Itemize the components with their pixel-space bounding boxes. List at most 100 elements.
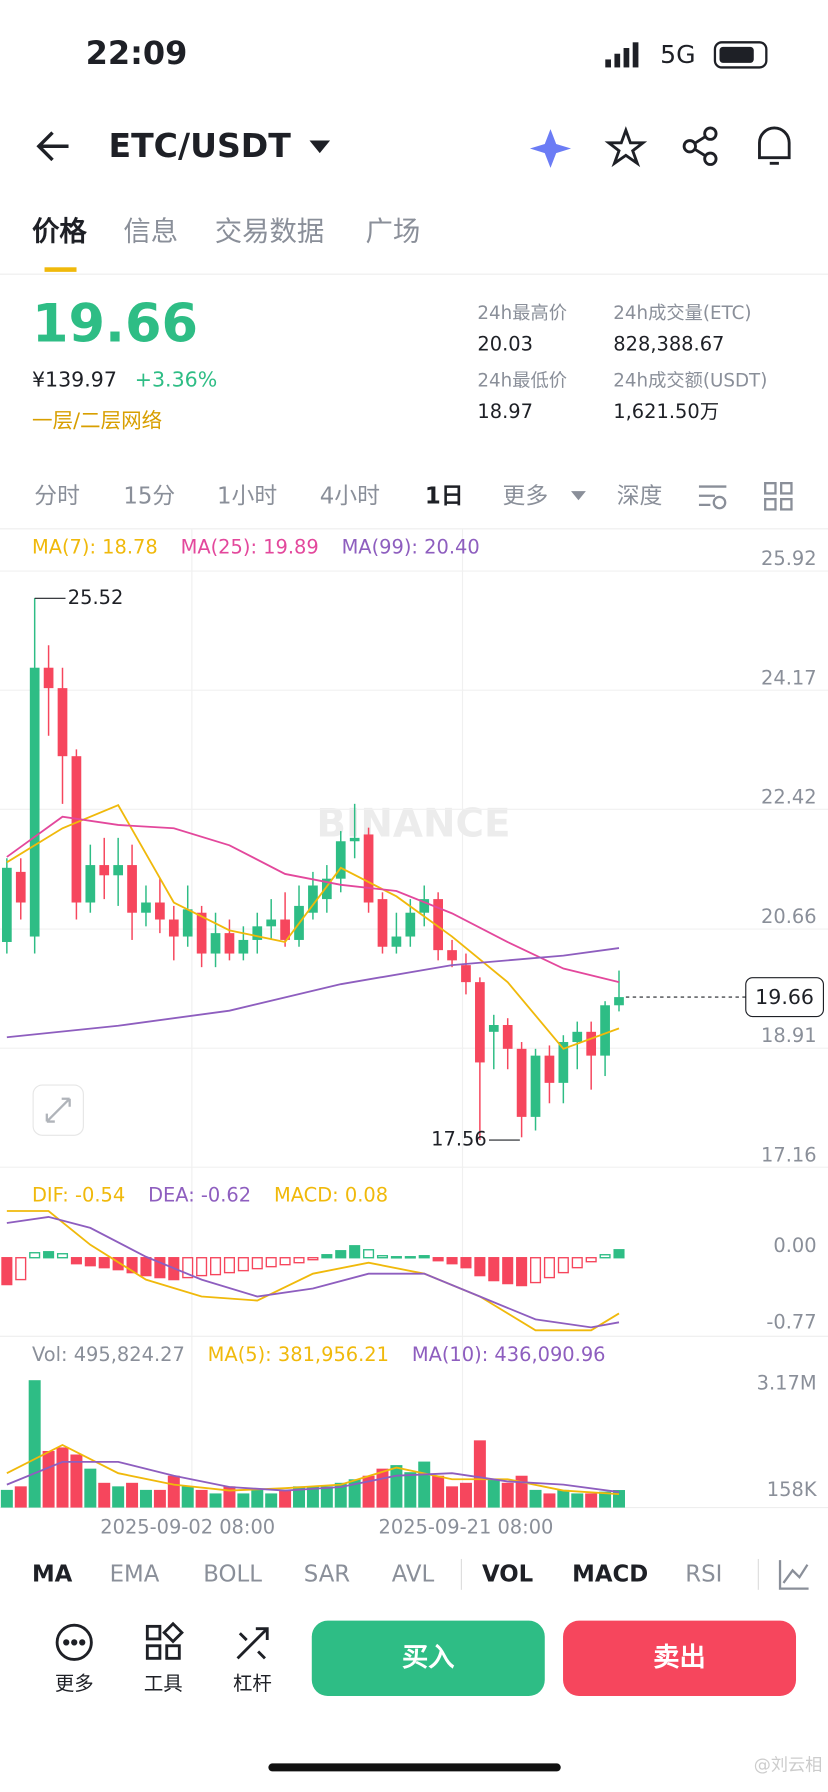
volume-bar — [306, 1486, 319, 1508]
stat-label: 24h最低价 — [477, 370, 567, 391]
macd-bar — [140, 1257, 152, 1277]
pair-dropdown[interactable] — [309, 140, 331, 154]
macd-bar — [56, 1253, 69, 1259]
macd-bar — [29, 1252, 41, 1259]
y-tick-label: 24.17 — [761, 666, 817, 689]
volume-bar — [599, 1491, 612, 1508]
ai-icon[interactable] — [529, 129, 572, 168]
candle-body — [475, 982, 485, 1063]
volume-ma-line — [6, 1460, 620, 1493]
tab[interactable]: 广场 — [365, 217, 420, 248]
layout-toggle[interactable] — [764, 482, 793, 511]
macd-bar — [43, 1251, 55, 1259]
volume-bar — [14, 1486, 27, 1508]
macd-bar — [307, 1257, 319, 1261]
indicator-tab[interactable]: RSI — [685, 1561, 722, 1587]
tab[interactable]: 交易数据 — [215, 217, 325, 248]
y-tick-label: 17.16 — [761, 1143, 817, 1166]
stat-value: 20.03 — [477, 332, 533, 355]
macd-bar — [502, 1257, 514, 1285]
y-tick-label: 18.91 — [761, 1024, 817, 1047]
indicator-tab[interactable]: MA — [32, 1561, 73, 1587]
indicator-tab[interactable]: EMA — [110, 1561, 160, 1587]
pair[interactable]: ETC/USDT — [108, 126, 291, 165]
indicator-settings[interactable] — [778, 1560, 809, 1590]
volume-bar — [153, 1489, 166, 1508]
candle-body — [266, 919, 277, 927]
favorite[interactable] — [604, 126, 648, 168]
volume-bar — [84, 1468, 97, 1508]
volume-bar — [251, 1489, 264, 1508]
volume-bar — [404, 1472, 417, 1508]
interval[interactable]: 更多 — [503, 483, 549, 509]
macd-bar — [390, 1256, 402, 1259]
macd-bar — [293, 1257, 305, 1264]
volume-bar — [334, 1482, 347, 1508]
macd-bar — [571, 1257, 583, 1269]
candle-body — [57, 688, 68, 757]
tab[interactable]: 信息 — [123, 217, 178, 248]
legend-entry: MA(7): 18.78 — [32, 536, 158, 559]
tab[interactable]: 价格 — [32, 217, 87, 248]
macd-bar — [265, 1257, 277, 1268]
sell-button[interactable] — [563, 1620, 797, 1697]
y-tick-label: -0.77 — [766, 1310, 816, 1333]
chart-settings[interactable] — [698, 485, 727, 510]
candle-body — [433, 899, 443, 951]
volume-bar — [613, 1490, 625, 1508]
indicator-tab[interactable]: SAR — [304, 1561, 351, 1587]
macd-bar — [446, 1257, 458, 1265]
volume-bar — [418, 1461, 431, 1508]
tab-indicator — [44, 267, 77, 272]
candle-body — [182, 909, 193, 937]
interval[interactable]: 分时 — [34, 483, 80, 509]
candle-body — [43, 667, 54, 689]
buy-button[interactable] — [311, 1620, 545, 1697]
alert[interactable] — [758, 126, 791, 165]
volume-bar — [585, 1493, 598, 1508]
interval[interactable]: 4小时 — [320, 483, 380, 509]
macd-bar — [98, 1257, 110, 1269]
interval[interactable]: 15分 — [123, 483, 175, 509]
stat-label: 24h成交量(ETC) — [613, 303, 751, 324]
volume-bar — [167, 1475, 180, 1508]
share[interactable] — [682, 126, 718, 166]
interval[interactable]: 1小时 — [217, 483, 277, 509]
macd-bar — [599, 1254, 611, 1259]
candle-body — [15, 871, 26, 903]
indicator-tab[interactable]: MACD — [572, 1561, 648, 1587]
indicator-tab[interactable]: VOL — [482, 1561, 533, 1587]
volume-bar — [56, 1447, 69, 1508]
macd-bar — [279, 1257, 291, 1266]
tool-label[interactable]: 更多 — [55, 1672, 94, 1695]
network-tag[interactable]: 一层/二层网络 — [32, 408, 162, 432]
volume-bar — [459, 1482, 472, 1508]
indicator-tab[interactable]: AVL — [392, 1561, 435, 1587]
tool-icons — [55, 1621, 269, 1661]
more-dropdown[interactable] — [571, 491, 586, 501]
stat-value: 828,388.67 — [613, 332, 724, 355]
volume-bar — [473, 1440, 486, 1508]
battery-level — [719, 46, 754, 63]
interval[interactable]: 1日 — [425, 483, 464, 509]
legend-entry: MA(99): 20.40 — [342, 536, 480, 559]
interval[interactable]: 深度 — [617, 483, 663, 509]
candle-body — [530, 1055, 541, 1117]
tool-label[interactable]: 杠杆 — [233, 1672, 272, 1695]
candle-body — [85, 865, 96, 903]
buy-label: 买入 — [402, 1643, 455, 1673]
macd-bar — [210, 1257, 222, 1276]
volume-bar — [571, 1493, 584, 1508]
tool-label[interactable]: 工具 — [144, 1672, 183, 1695]
candle-body — [572, 1031, 583, 1043]
change: +3.36% — [135, 367, 218, 391]
indicator-tab[interactable]: BOLL — [203, 1561, 262, 1587]
macd-bar — [223, 1257, 235, 1274]
back[interactable] — [36, 131, 69, 162]
macd-bar — [404, 1256, 416, 1259]
expand-icon — [45, 1097, 71, 1123]
volume-bar — [112, 1486, 125, 1508]
volume-bar — [446, 1486, 459, 1508]
macd-bar — [613, 1249, 625, 1259]
